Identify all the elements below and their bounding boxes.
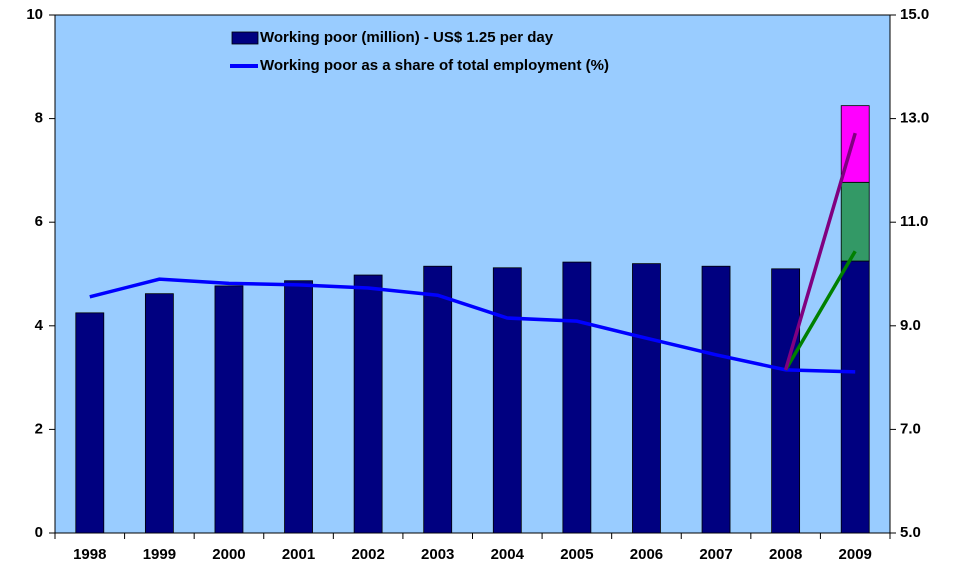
y2-tick-label: 11.0 xyxy=(900,213,928,230)
legend-swatch xyxy=(231,31,259,45)
x-tick-label: 2005 xyxy=(560,546,593,563)
y-tick-label: 10 xyxy=(26,6,43,23)
y2-tick-label: 5.0 xyxy=(900,524,921,541)
bar xyxy=(75,312,105,534)
line xyxy=(89,277,856,374)
y-tick-label: 0 xyxy=(35,524,43,541)
y-tick-label: 6 xyxy=(35,213,43,230)
legend-label: Working poor (million) - US$ 1.25 per da… xyxy=(260,29,554,46)
bar xyxy=(492,267,522,534)
x-tick-label: 2004 xyxy=(491,546,525,563)
x-tick-label: 2006 xyxy=(630,546,663,563)
x-tick-label: 2003 xyxy=(421,546,454,563)
y2-tick-label: 9.0 xyxy=(900,317,921,334)
x-tick-label: 1998 xyxy=(73,546,106,563)
bar xyxy=(840,260,870,534)
bar xyxy=(701,265,731,534)
x-tick-label: 2002 xyxy=(351,546,384,563)
y2-tick-label: 7.0 xyxy=(900,420,921,437)
x-tick-label: 1999 xyxy=(143,546,176,563)
x-tick-label: 2000 xyxy=(212,546,245,563)
x-tick-label: 2001 xyxy=(282,546,315,563)
bar xyxy=(840,181,870,262)
y-tick-label: 4 xyxy=(35,317,44,334)
y-tick-label: 2 xyxy=(35,420,43,437)
bar xyxy=(214,285,244,534)
y2-tick-label: 15.0 xyxy=(900,6,929,23)
x-tick-label: 2008 xyxy=(769,546,802,563)
line xyxy=(784,250,857,371)
line xyxy=(783,132,857,371)
x-tick-label: 2009 xyxy=(839,546,872,563)
bar xyxy=(771,268,801,534)
x-tick-label: 2007 xyxy=(699,546,732,563)
bar xyxy=(632,263,661,534)
bar xyxy=(144,293,174,534)
bar xyxy=(353,274,383,534)
bar xyxy=(423,265,453,534)
legend-label: Working poor as a share of total employm… xyxy=(260,57,609,74)
bar xyxy=(562,261,592,534)
bar xyxy=(284,280,313,534)
y-tick-label: 8 xyxy=(35,110,43,127)
plot-area xyxy=(54,14,891,534)
y2-tick-label: 13.0 xyxy=(900,110,929,127)
